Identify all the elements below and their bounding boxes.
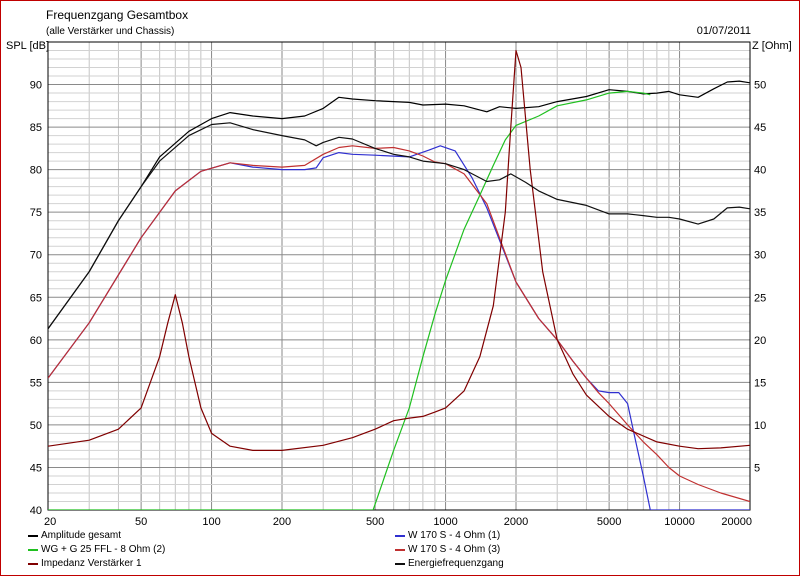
legend-swatch bbox=[28, 548, 38, 551]
x-tick-label: 200 bbox=[273, 516, 291, 528]
legend-item: W 170 S - 4 Ohm (1) bbox=[395, 530, 500, 541]
y-tick-label: 60 bbox=[30, 335, 42, 347]
y-tick-label: 40 bbox=[30, 505, 42, 517]
series-line-5 bbox=[48, 49, 750, 451]
plot-area bbox=[48, 42, 750, 510]
legend-swatch bbox=[395, 562, 405, 565]
legend-swatch bbox=[395, 534, 405, 537]
y2-tick-label: 50 bbox=[754, 80, 766, 92]
x-tick-label: 100 bbox=[202, 516, 220, 528]
y-axis-label-left: SPL [dB] bbox=[6, 40, 50, 52]
x-tick-label: 10000 bbox=[664, 516, 695, 528]
chart-title: Frequenzgang Gesamtbox bbox=[46, 8, 189, 22]
y2-tick-label: 25 bbox=[754, 292, 766, 304]
x-tick-label: 5000 bbox=[597, 516, 621, 528]
chart-date: 01/07/2011 bbox=[696, 25, 751, 37]
y2-tick-label: 5 bbox=[754, 462, 760, 474]
series-line-1 bbox=[48, 80, 750, 330]
x-tick-label: 1000 bbox=[433, 516, 457, 528]
y2-tick-label: 45 bbox=[754, 122, 766, 134]
legend-swatch bbox=[395, 548, 405, 551]
legend-item: W 170 S - 4 Ohm (3) bbox=[395, 544, 500, 555]
legend-label: WG + G 25 FFL - 8 Ohm (2) bbox=[41, 544, 166, 555]
legend-item: WG + G 25 FFL - 8 Ohm (2) bbox=[28, 544, 165, 555]
legend-label: Amplitude gesamt bbox=[41, 530, 122, 541]
y2-tick-label: 35 bbox=[754, 207, 766, 219]
legend-label: Impedanz Verstärker 1 bbox=[41, 558, 142, 569]
y-tick-label: 50 bbox=[30, 420, 42, 432]
plot-frame bbox=[47, 41, 751, 511]
series-line-4 bbox=[48, 90, 651, 510]
x-tick-label: 20 bbox=[44, 516, 56, 528]
series-line-6 bbox=[48, 122, 750, 330]
y-tick-label: 80 bbox=[30, 165, 42, 177]
y-tick-label: 85 bbox=[30, 122, 42, 134]
x-tick-label: 50 bbox=[135, 516, 147, 528]
y-tick-label: 45 bbox=[30, 462, 42, 474]
x-tick-label: 2000 bbox=[504, 516, 528, 528]
legend-swatch bbox=[28, 534, 38, 537]
y2-tick-label: 20 bbox=[754, 335, 766, 347]
legend-swatch bbox=[28, 562, 38, 565]
y2-tick-label: 10 bbox=[754, 420, 766, 432]
legend-label: Energiefrequenzgang bbox=[408, 558, 504, 569]
legend-item: Energiefrequenzgang bbox=[395, 558, 504, 569]
legend-item: Amplitude gesamt bbox=[28, 530, 121, 541]
y-tick-label: 55 bbox=[30, 377, 42, 389]
chart-subtitle: (alle Verstärker und Chassis) bbox=[46, 26, 175, 37]
x-tick-label: 500 bbox=[366, 516, 384, 528]
y2-tick-label: 30 bbox=[754, 250, 766, 262]
legend-label: W 170 S - 4 Ohm (3) bbox=[408, 544, 501, 555]
legend-item: Impedanz Verstärker 1 bbox=[28, 558, 142, 569]
y2-tick-label: 15 bbox=[754, 377, 766, 389]
y-tick-label: 75 bbox=[30, 207, 42, 219]
legend-label: W 170 S - 4 Ohm (1) bbox=[408, 530, 501, 541]
y-tick-label: 70 bbox=[30, 250, 42, 262]
y-tick-label: 65 bbox=[30, 292, 42, 304]
y-axis-label-right: Z [Ohm] bbox=[752, 40, 792, 52]
y-tick-label: 90 bbox=[30, 80, 42, 92]
x-tick-label: 20000 bbox=[721, 516, 752, 528]
y2-tick-label: 40 bbox=[754, 165, 766, 177]
